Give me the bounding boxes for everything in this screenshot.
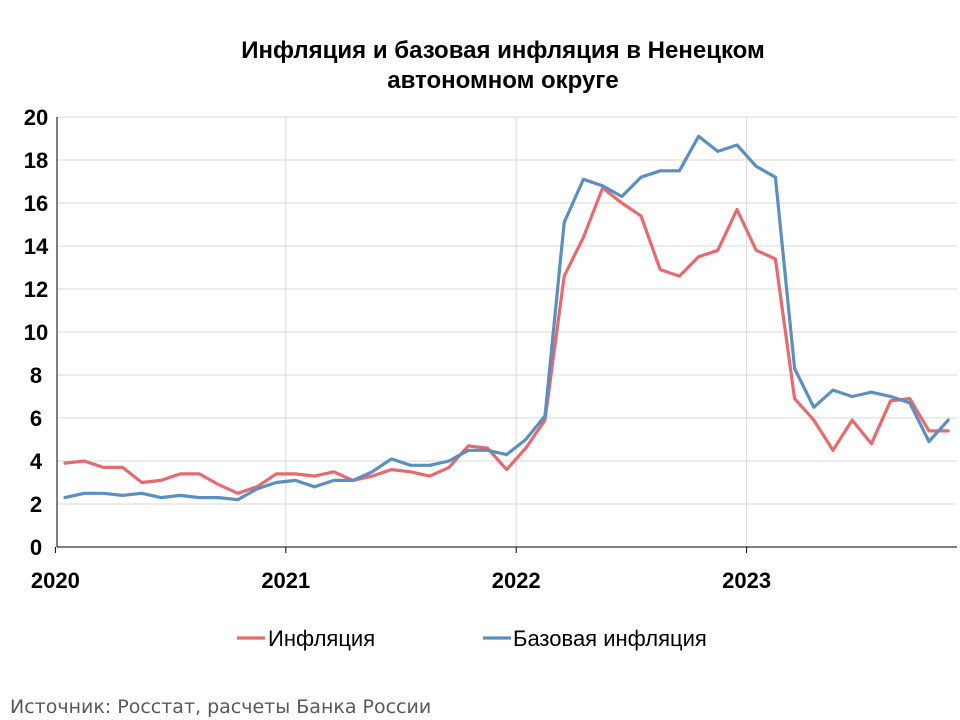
series-line-2 — [63, 134, 950, 502]
series-line-1 — [63, 186, 950, 495]
x-tick-label: 2022 — [492, 568, 541, 593]
x-tick-label: 2023 — [722, 568, 771, 593]
y-tick-label: 0 — [30, 535, 42, 560]
y-tick-label: 10 — [24, 320, 48, 345]
y-tick-label: 18 — [24, 148, 48, 173]
legend: Инфляция Базовая инфляция — [237, 626, 707, 651]
y-tick-label: 2 — [30, 492, 42, 517]
legend-label-1: Инфляция — [268, 626, 375, 651]
y-tick-label: 14 — [24, 234, 49, 259]
chart-title-line-2: автономном округе — [387, 67, 618, 94]
axes — [54, 117, 957, 553]
y-tick-label: 4 — [30, 449, 43, 474]
chart-title-line-1: Инфляция и базовая инфляция в Ненецком — [241, 37, 765, 64]
series-lines — [63, 134, 950, 502]
y-tick-label: 16 — [24, 191, 48, 216]
source-note: Источник: Росстат, расчеты Банка России — [10, 696, 432, 718]
chart-title: Инфляция и базовая инфляция в Ненецком а… — [241, 37, 765, 94]
y-tick-label: 12 — [24, 277, 48, 302]
x-tick-label: 2020 — [31, 568, 80, 593]
y-tick-label: 20 — [24, 105, 48, 130]
x-tick-label: 2021 — [261, 568, 310, 593]
y-tick-label: 8 — [30, 363, 42, 388]
y-tick-label: 6 — [30, 406, 42, 431]
chart: Инфляция и базовая инфляция в Ненецком а… — [24, 37, 957, 651]
grid — [57, 116, 957, 547]
legend-label-2: Базовая инфляция — [513, 626, 707, 651]
